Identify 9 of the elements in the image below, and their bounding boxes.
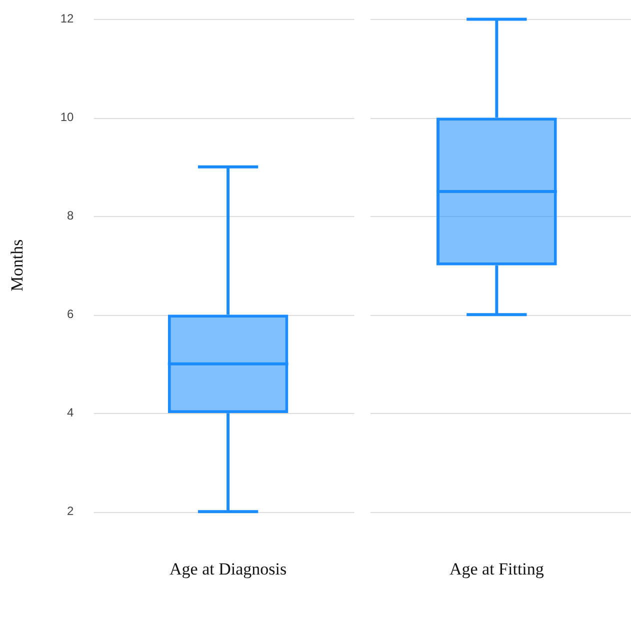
y-tick-label: 4 [67,405,74,420]
y-axis-title: Months [8,239,27,292]
y-tick-label: 8 [67,208,74,222]
y-tick-label: 10 [60,110,74,124]
y-tick-label: 12 [60,12,74,26]
x-tick-label: Age at Fitting [449,559,544,578]
x-tick-label: Age at Diagnosis [170,559,287,578]
y-tick-label: 2 [67,504,74,518]
y-tick-label: 6 [67,306,74,321]
